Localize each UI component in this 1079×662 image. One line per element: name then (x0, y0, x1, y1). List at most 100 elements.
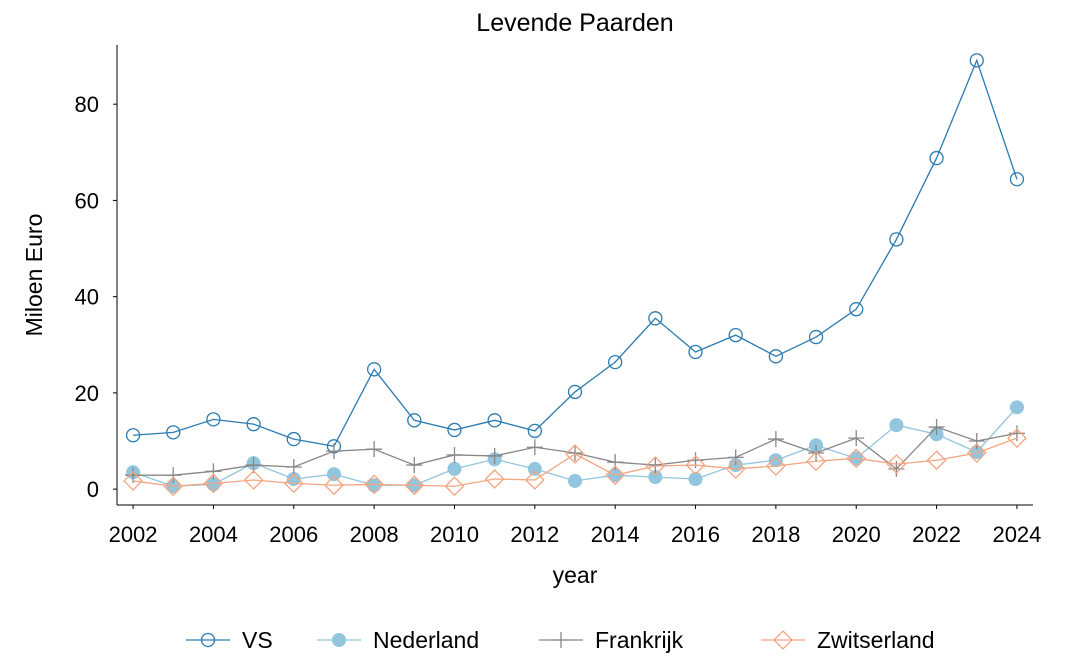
marker (688, 344, 703, 360)
legend-label: VS (242, 627, 273, 653)
marker (926, 450, 947, 471)
marker (324, 475, 344, 496)
marker (565, 444, 585, 464)
marker (163, 476, 184, 497)
marker (568, 473, 582, 488)
marker (407, 413, 422, 428)
marker (889, 232, 904, 247)
marker (648, 311, 663, 326)
x-tick-label: 2002 (109, 522, 158, 547)
marker (966, 443, 987, 463)
x-tick-label: 2010 (430, 522, 479, 547)
marker (1008, 425, 1025, 442)
marker (123, 471, 143, 491)
marker (486, 447, 503, 464)
marker (484, 469, 505, 489)
marker (524, 470, 545, 490)
marker (366, 362, 382, 377)
x-axis-label: year (553, 562, 598, 588)
chart-title: Levende Paarden (476, 9, 673, 37)
marker (688, 472, 703, 487)
series-line (132, 437, 1018, 487)
series-line (133, 58, 1018, 448)
marker (1007, 428, 1027, 449)
marker (206, 477, 221, 492)
marker (166, 425, 181, 440)
marker (332, 633, 346, 647)
marker (605, 465, 626, 486)
marker (969, 445, 984, 460)
x-tick-label: 2014 (591, 522, 640, 547)
marker (527, 461, 542, 476)
marker (929, 150, 944, 166)
marker (527, 423, 542, 439)
marker (645, 456, 666, 476)
marker (165, 467, 182, 484)
y-tick-label: 60 (75, 188, 99, 213)
marker (205, 463, 222, 480)
marker (806, 451, 826, 472)
marker (647, 457, 664, 474)
marker (325, 443, 342, 460)
marker (727, 449, 744, 466)
marker (366, 441, 383, 458)
y-tick-label: 0 (87, 477, 99, 502)
marker (765, 456, 786, 476)
x-tick-label: 2020 (832, 522, 881, 547)
x-tick-label: 2006 (269, 522, 318, 547)
marker (404, 475, 425, 496)
y-tick-label: 40 (75, 285, 99, 310)
marker (808, 329, 824, 345)
legend-item: Zwitserland (761, 627, 935, 653)
marker (848, 430, 865, 447)
x-tick-label: 2008 (350, 522, 399, 547)
legend-item: Nederland (317, 627, 479, 653)
marker (206, 412, 221, 427)
marker (889, 418, 904, 433)
marker (444, 476, 465, 497)
y-tick-label: 20 (75, 381, 99, 406)
marker (1009, 400, 1024, 415)
legend-label: Zwitserland (817, 627, 935, 653)
marker (447, 461, 462, 476)
marker (283, 473, 304, 494)
legend-label: Nederland (373, 627, 479, 653)
marker (446, 446, 463, 463)
x-tick-label: 2016 (671, 522, 720, 547)
x-tick-label: 2024 (992, 522, 1041, 547)
marker (487, 413, 502, 428)
marker (243, 470, 264, 490)
x-tick-label: 2004 (189, 522, 238, 547)
marker (685, 455, 706, 475)
marker (246, 417, 261, 432)
marker (648, 470, 663, 485)
x-tick-label: 2022 (912, 522, 961, 547)
marker (447, 422, 462, 438)
legend-label: Frankrijk (595, 627, 684, 653)
y-tick-label: 80 (75, 92, 99, 117)
marker (286, 431, 301, 447)
marker (553, 632, 569, 648)
marker (567, 445, 583, 462)
marker (1009, 172, 1025, 187)
legend-item: VS (186, 627, 273, 653)
marker (567, 384, 583, 400)
marker (768, 453, 783, 468)
marker (728, 327, 743, 343)
x-tick-label: 2018 (751, 522, 800, 547)
marker (364, 474, 385, 495)
marker (725, 458, 746, 479)
marker (326, 467, 341, 482)
marker (886, 454, 907, 475)
marker (367, 478, 382, 493)
marker (608, 354, 623, 370)
marker (849, 302, 864, 317)
marker (768, 349, 784, 364)
marker (607, 454, 624, 471)
marker (285, 458, 302, 475)
legend-item: Frankrijk (539, 627, 684, 653)
marker (928, 419, 945, 436)
marker (406, 457, 423, 474)
x-tick-label: 2012 (510, 522, 559, 547)
